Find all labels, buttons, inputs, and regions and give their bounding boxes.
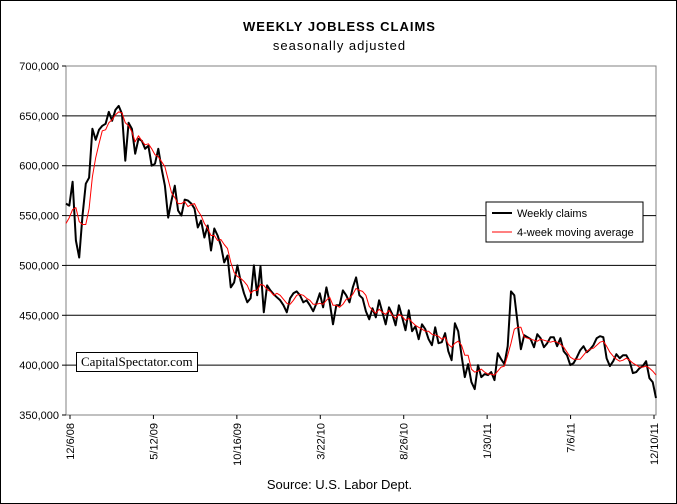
watermark-capitalspectator: CapitalSpectator.com <box>76 352 198 372</box>
y-tick-label: 400,000 <box>19 360 59 372</box>
x-tick-label: 7/6/11 <box>566 423 578 453</box>
x-tick-label: 1/30/11 <box>482 423 494 459</box>
x-tick-label: 5/12/09 <box>148 423 160 460</box>
y-tick-label: 500,000 <box>19 260 59 272</box>
y-axis: 350,000 400,000 450,000 500,000 550,000 600,0… <box>19 61 66 422</box>
legend-label-moving-average: 4-week moving average <box>517 227 634 239</box>
chart-source: Source: U.S. Labor Dept. <box>266 477 413 492</box>
chart-subtitle: seasonally adjusted <box>272 38 407 53</box>
chart-title: WEEKLY JOBLESS CLAIMS <box>243 19 436 34</box>
legend: Weekly claims 4-week moving average <box>485 201 644 243</box>
x-axis: 12/6/08 5/12/09 10/16/09 3/22/10 8/26/10 1/30… <box>65 415 661 466</box>
x-tick-label: 10/16/09 <box>232 423 244 466</box>
y-tick-label: 350,000 <box>19 410 59 422</box>
x-tick-label: 12/10/11 <box>649 423 661 465</box>
series-line-moving-average <box>65 111 657 376</box>
y-tick-label: 600,000 <box>19 161 59 173</box>
x-tick-label: 8/26/10 <box>399 423 411 460</box>
legend-label-weekly: Weekly claims <box>517 208 588 220</box>
y-tick-label: 450,000 <box>19 310 59 322</box>
legend-box <box>485 201 644 243</box>
y-tick-label: 550,000 <box>19 211 59 223</box>
x-tick-label: 3/22/10 <box>315 423 327 460</box>
x-tick-label: 12/6/08 <box>65 423 77 460</box>
y-tick-label: 650,000 <box>19 111 59 123</box>
series-line-weekly-claims <box>65 104 657 399</box>
series-lines <box>65 104 657 399</box>
y-tick-label: 700,000 <box>19 61 59 73</box>
